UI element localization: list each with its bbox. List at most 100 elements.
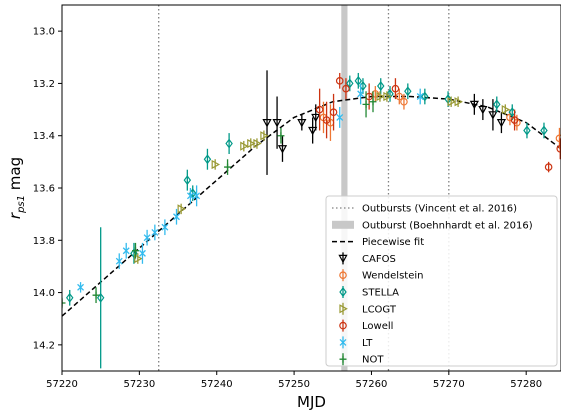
data-point bbox=[225, 133, 233, 155]
outburst-band bbox=[341, 5, 348, 371]
data-point bbox=[115, 253, 123, 270]
data-point bbox=[510, 109, 519, 131]
legend-label: CAFOS bbox=[362, 254, 396, 265]
data-point bbox=[478, 99, 488, 121]
legend-label: Outbursts (Vincent et al. 2016) bbox=[362, 204, 517, 215]
data-point bbox=[369, 91, 377, 113]
point-marker bbox=[143, 234, 151, 242]
point-marker bbox=[369, 98, 377, 106]
data-point bbox=[297, 114, 307, 131]
x-tick-label: 57280 bbox=[510, 379, 542, 390]
data-point bbox=[556, 138, 561, 160]
point-marker bbox=[62, 299, 66, 307]
point-marker bbox=[203, 154, 212, 165]
point-marker bbox=[183, 175, 192, 186]
y-tick-label: 13.6 bbox=[33, 184, 55, 195]
legend-label: STELLA bbox=[362, 288, 399, 299]
point-marker bbox=[311, 113, 321, 123]
data-point bbox=[151, 224, 159, 241]
point-marker bbox=[297, 119, 307, 128]
point-marker bbox=[224, 163, 232, 171]
data-point bbox=[544, 161, 553, 173]
data-point bbox=[143, 229, 151, 246]
data-point bbox=[447, 96, 456, 107]
data-point bbox=[336, 106, 344, 128]
series-cafos bbox=[262, 70, 507, 175]
point-marker bbox=[193, 192, 201, 200]
y-axis-label: rps1 mag bbox=[6, 157, 27, 219]
series-lcogt bbox=[134, 91, 511, 264]
data-point bbox=[96, 227, 105, 369]
point-marker bbox=[501, 104, 511, 115]
data-point bbox=[386, 86, 394, 102]
point-marker bbox=[277, 145, 288, 154]
data-point bbox=[203, 148, 212, 170]
data-point bbox=[260, 130, 269, 141]
point-marker bbox=[138, 249, 146, 257]
data-point bbox=[342, 78, 350, 100]
point-marker bbox=[335, 77, 344, 85]
legend-label: LCOGT bbox=[362, 304, 397, 315]
point-marker bbox=[386, 88, 394, 99]
data-point bbox=[62, 297, 66, 309]
legend-label: Piecewise fit bbox=[362, 237, 424, 248]
x-tick-label: 57220 bbox=[46, 379, 78, 390]
data-point bbox=[346, 75, 354, 92]
point-marker bbox=[247, 138, 256, 149]
data-point bbox=[211, 159, 221, 170]
point-marker bbox=[454, 97, 463, 107]
point-marker bbox=[391, 84, 400, 93]
axes: 57220 57230 57240 57250 57260 57270 57280 13.0 1… bbox=[6, 4, 561, 411]
point-marker bbox=[322, 116, 331, 124]
data-point bbox=[262, 70, 272, 175]
point-marker bbox=[336, 113, 344, 121]
point-marker bbox=[488, 111, 498, 120]
legend-item-stella bbox=[339, 286, 347, 298]
x-tick-label: 57230 bbox=[123, 379, 155, 390]
data-point bbox=[131, 242, 139, 259]
data-point bbox=[469, 93, 479, 115]
data-point bbox=[454, 96, 463, 107]
point-marker bbox=[134, 253, 143, 264]
data-point bbox=[177, 203, 186, 215]
point-marker bbox=[357, 90, 365, 98]
point-marker bbox=[404, 86, 412, 97]
point-marker bbox=[277, 132, 285, 140]
point-marker bbox=[362, 100, 370, 108]
legend-marker bbox=[339, 338, 347, 346]
data-point bbox=[308, 117, 318, 144]
point-marker bbox=[342, 84, 350, 93]
legend: Outbursts (Vincent et al. 2016) Outburst … bbox=[325, 195, 558, 367]
data-point bbox=[421, 88, 429, 105]
series-lt bbox=[77, 83, 424, 293]
y-tick-label: 13.0 bbox=[33, 27, 55, 38]
point-marker bbox=[262, 119, 272, 128]
data-point bbox=[311, 104, 321, 131]
legend-item-lt bbox=[339, 336, 347, 349]
data-point bbox=[277, 135, 288, 162]
data-point bbox=[272, 96, 282, 149]
point-marker bbox=[253, 138, 262, 149]
x-tick-label: 57260 bbox=[356, 379, 388, 390]
data-point bbox=[357, 83, 365, 105]
data-point bbox=[376, 91, 385, 102]
legend-label: Lowell bbox=[362, 321, 393, 332]
point-marker bbox=[395, 92, 404, 101]
legend-box bbox=[325, 195, 558, 367]
legend-item-cafos bbox=[338, 252, 348, 265]
point-marker bbox=[315, 105, 324, 114]
point-marker bbox=[173, 213, 180, 221]
point-marker bbox=[523, 125, 531, 136]
data-point bbox=[122, 242, 130, 259]
point-marker bbox=[421, 91, 429, 102]
data-point bbox=[161, 219, 169, 236]
point-marker bbox=[447, 97, 456, 107]
data-point bbox=[523, 122, 531, 139]
point-marker bbox=[376, 81, 385, 92]
point-marker bbox=[177, 204, 186, 214]
point-marker bbox=[544, 163, 553, 171]
point-marker bbox=[496, 119, 507, 128]
point-marker bbox=[478, 105, 488, 115]
data-point bbox=[193, 185, 201, 207]
